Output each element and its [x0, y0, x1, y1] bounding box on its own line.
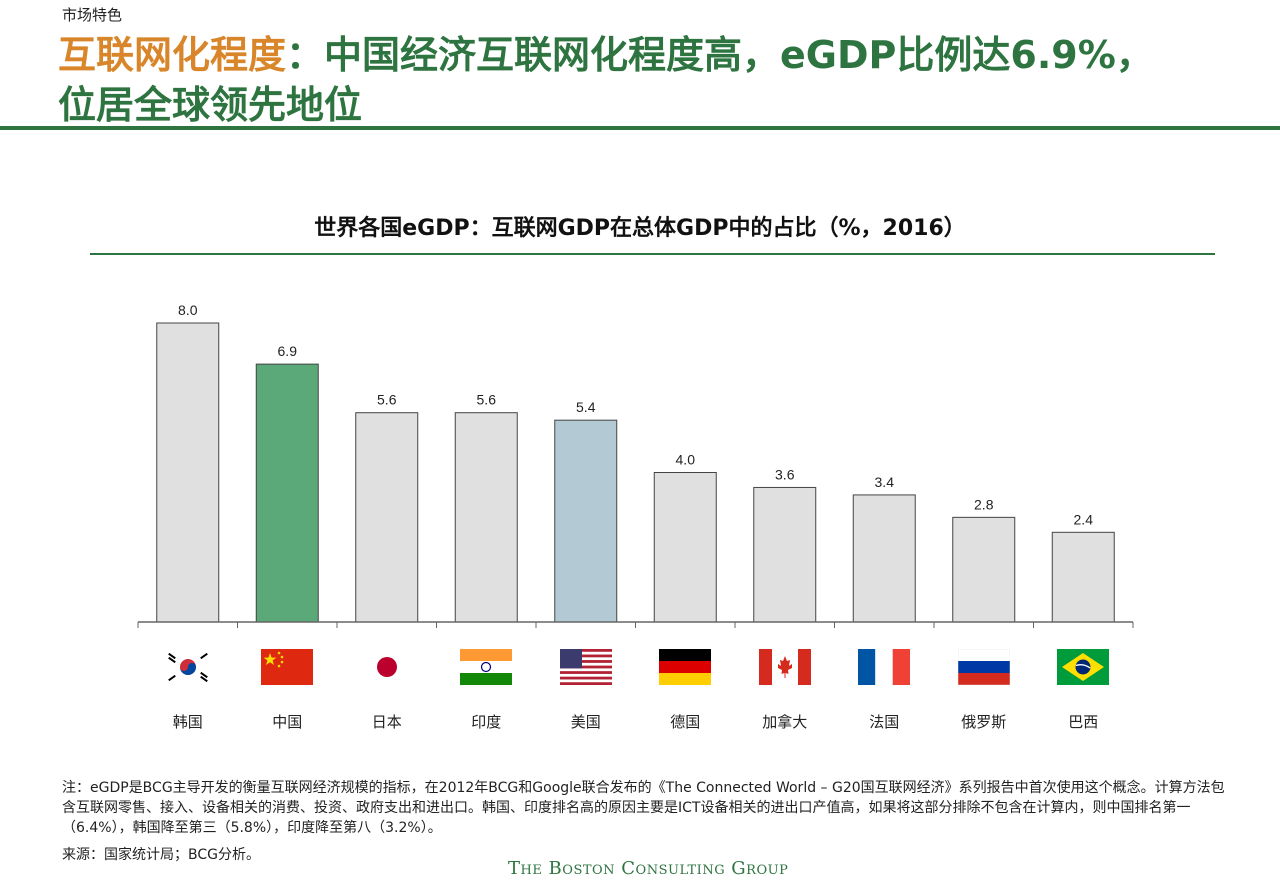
- value-label: 3.6: [775, 466, 795, 482]
- bar-0: [156, 322, 220, 623]
- header-divider: [0, 126, 1280, 130]
- category-label: 印度: [471, 713, 501, 731]
- japan-flag: [360, 649, 413, 685]
- category-label: 加拿大: [762, 713, 807, 731]
- bar-2: [355, 412, 419, 623]
- category-label: 韩国: [173, 713, 203, 731]
- bar-1: [255, 363, 319, 623]
- brazil-flag: [1057, 649, 1110, 685]
- category-label: 德国: [670, 713, 700, 731]
- value-label: 3.4: [875, 474, 895, 490]
- bar-5: [653, 472, 717, 623]
- value-label: 8.0: [178, 302, 198, 318]
- footnote: 注：eGDP是BCG主导开发的衡量互联网经济规模的指标，在2012年BCG和Go…: [62, 780, 1225, 836]
- value-label: 2.8: [974, 496, 994, 512]
- value-label: 5.6: [477, 392, 497, 408]
- chart-title-divider: [90, 253, 1215, 255]
- value-label: 5.6: [377, 392, 397, 408]
- title-highlight: 互联网化程度: [58, 33, 287, 77]
- france-flag: [858, 649, 911, 685]
- category-label: 日本: [372, 713, 402, 731]
- china-flag: [261, 649, 314, 685]
- usa-flag: [559, 649, 612, 686]
- bcg-logo: The Boston Consulting Group: [508, 858, 789, 879]
- germany-flag: [659, 649, 712, 685]
- south-korea-flag: [161, 649, 214, 685]
- category-label: 俄罗斯: [961, 713, 1006, 731]
- india-flag: [460, 649, 513, 685]
- russia-flag: [957, 648, 1010, 686]
- source-note: 来源：国家统计局；BCG分析。: [62, 847, 260, 863]
- value-label: 6.9: [278, 343, 298, 359]
- section-label: 市场特色: [62, 6, 123, 24]
- bar-3: [454, 412, 518, 623]
- bar-9: [1051, 531, 1115, 623]
- category-label: 美国: [571, 713, 601, 731]
- bar-4: [554, 419, 618, 623]
- category-label: 巴西: [1068, 713, 1098, 731]
- title-line2: 位居全球领先地位: [58, 83, 363, 127]
- value-label: 2.4: [1074, 511, 1094, 527]
- title-rest: ：中国经济互联网化程度高，eGDP比例达6.9%，: [286, 33, 1154, 77]
- value-label: 4.0: [676, 452, 696, 468]
- category-label: 中国: [272, 713, 302, 731]
- page-title: 互联网化程度：中国经济互联网化程度高，eGDP比例达6.9%， 位居全球领先地位: [58, 30, 1154, 130]
- bar-8: [952, 516, 1016, 623]
- bar-7: [852, 494, 916, 623]
- bar-chart: 8.0 韩国 6.9 中国 5.6 日本 5.6 印度 5.4 美国 4.0 德国 3.6 加拿大 3.4 法…: [137, 302, 1134, 731]
- chart-title: 世界各国eGDP：互联网GDP在总体GDP中的占比（%，2016）: [314, 216, 966, 241]
- category-label: 法国: [869, 713, 899, 731]
- bar-6: [753, 486, 817, 623]
- canada-flag: [758, 649, 811, 685]
- value-label: 5.4: [576, 399, 596, 415]
